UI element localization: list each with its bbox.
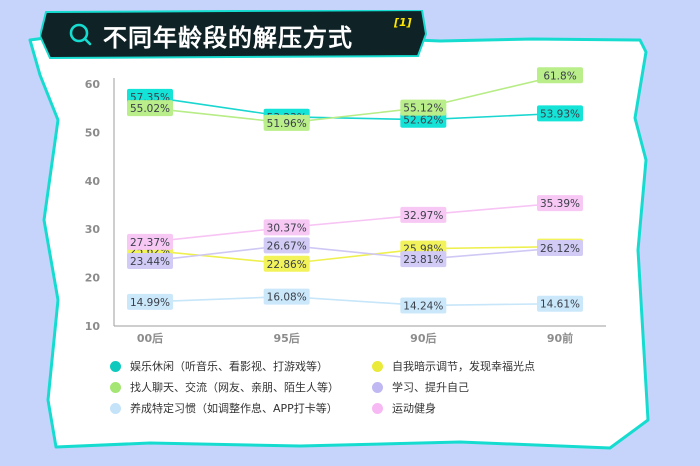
data-label-bg — [400, 251, 447, 268]
y-tick-label: 40 — [85, 175, 101, 188]
data-label-bg — [400, 297, 447, 314]
data-label-text: 27.37% — [130, 237, 170, 249]
x-tick-label: 00后 — [137, 331, 163, 345]
legend-label: 运动健身 — [392, 402, 436, 415]
legend-item: 娱乐休闲（听音乐、看影视、打游戏等） — [110, 358, 328, 374]
legend-swatch — [372, 402, 383, 414]
data-label-text: 26.67% — [267, 240, 307, 252]
y-tick-label: 30 — [85, 223, 101, 236]
data-label-text: 32.97% — [403, 210, 443, 222]
data-label-bg — [537, 239, 583, 256]
data-label-text: 22.86% — [267, 259, 307, 271]
legend-label: 找人聊天、交流（网友、亲朋、陌生人等） — [130, 381, 339, 394]
data-label-text: 30.37% — [267, 222, 307, 234]
data-label: 23.44% — [127, 252, 173, 269]
data-label-text: 23.81% — [403, 254, 443, 266]
y-tick-label: 50 — [85, 126, 101, 139]
chart-title: 不同年龄段的解压方式 — [103, 24, 353, 52]
data-label-bg — [263, 255, 310, 272]
data-label: 14.24% — [400, 297, 447, 314]
series-line — [149, 295, 561, 307]
data-label-bg — [400, 206, 447, 223]
legend-swatch — [110, 360, 121, 372]
data-label: 55.12% — [400, 99, 447, 116]
data-label: 53.93% — [537, 105, 583, 122]
data-label: 23.81% — [400, 251, 447, 268]
data-label: 51.96% — [263, 114, 310, 131]
y-tick-label: 10 — [85, 320, 101, 333]
x-tick-label: 90后 — [410, 331, 436, 345]
data-label-text: 51.96% — [267, 118, 307, 130]
data-label: 14.61% — [537, 295, 583, 312]
title-banner — [40, 10, 428, 60]
y-tick-label: 60 — [85, 78, 101, 91]
data-label-bg — [263, 114, 310, 131]
legend-item: 运动健身 — [372, 400, 436, 416]
data-label: 35.39% — [537, 195, 583, 212]
data-label: 61.8% — [537, 67, 583, 84]
legend-swatch — [110, 402, 121, 414]
data-label-bg — [127, 233, 173, 250]
data-label-text: 26.12% — [540, 243, 580, 255]
legend-label: 养成特定习惯（如调整作息、APP打卡等） — [130, 402, 338, 415]
legend-swatch — [372, 381, 383, 393]
data-label-bg — [263, 237, 310, 254]
legend-label: 自我暗示调节，发现幸福光点 — [392, 360, 535, 373]
data-label-text: 61.8% — [543, 70, 576, 82]
data-label: 32.97% — [400, 206, 447, 223]
data-label-bg — [537, 295, 583, 312]
legend-item: 学习、提升自己 — [372, 379, 469, 395]
data-label: 26.67% — [263, 237, 310, 254]
data-label-text: 55.12% — [403, 103, 443, 115]
series-line — [149, 74, 561, 124]
data-label-text: 23.44% — [130, 256, 170, 268]
data-label: 16.08% — [263, 288, 310, 305]
series-line — [149, 245, 561, 265]
data-label-text: 35.39% — [540, 198, 580, 210]
y-tick-label: 20 — [85, 272, 101, 285]
legend-item: 找人聊天、交流（网友、亲朋、陌生人等） — [110, 379, 339, 395]
legend-item: 自我暗示调节，发现幸福光点 — [372, 358, 535, 374]
citation-marker: [1] — [394, 16, 412, 29]
data-label: 14.99% — [127, 293, 173, 310]
data-label-bg — [127, 293, 173, 310]
data-label-bg — [127, 252, 173, 269]
data-label-text: 53.93% — [540, 108, 580, 120]
data-label: 30.37% — [263, 219, 310, 236]
series-line — [149, 96, 561, 121]
data-label: 22.86% — [263, 255, 310, 272]
data-label-text: 14.99% — [130, 297, 170, 309]
legend-item: 养成特定习惯（如调整作息、APP打卡等） — [110, 400, 338, 416]
series-line — [149, 202, 561, 243]
data-label-bg — [400, 111, 447, 128]
x-tick-label: 95后 — [274, 331, 300, 345]
legend-swatch — [110, 381, 121, 393]
data-label-bg — [400, 99, 447, 116]
data-label-text: 14.24% — [403, 300, 443, 312]
legend-label: 学习、提升自己 — [392, 381, 469, 394]
data-label-text: 16.08% — [267, 292, 307, 304]
legend-label: 娱乐休闲（听音乐、看影视、打游戏等） — [130, 360, 328, 373]
data-label-text: 52.62% — [403, 115, 443, 127]
data-label: 27.37% — [127, 233, 173, 250]
data-label: 52.62% — [400, 111, 447, 128]
data-label-text: 14.61% — [540, 299, 580, 311]
data-label-text: 55.02% — [130, 103, 170, 115]
series-line — [149, 244, 561, 262]
data-label: 26.12% — [537, 239, 583, 256]
data-label-bg — [263, 288, 310, 305]
data-label-bg — [263, 219, 310, 236]
search-icon — [69, 23, 92, 46]
data-label-bg — [537, 67, 583, 84]
x-tick-label: 90前 — [547, 331, 573, 345]
data-label-bg — [537, 105, 583, 122]
data-label-bg — [127, 100, 173, 117]
data-label: 55.02% — [127, 100, 173, 117]
data-label-bg — [537, 195, 583, 212]
legend-swatch — [372, 360, 383, 372]
